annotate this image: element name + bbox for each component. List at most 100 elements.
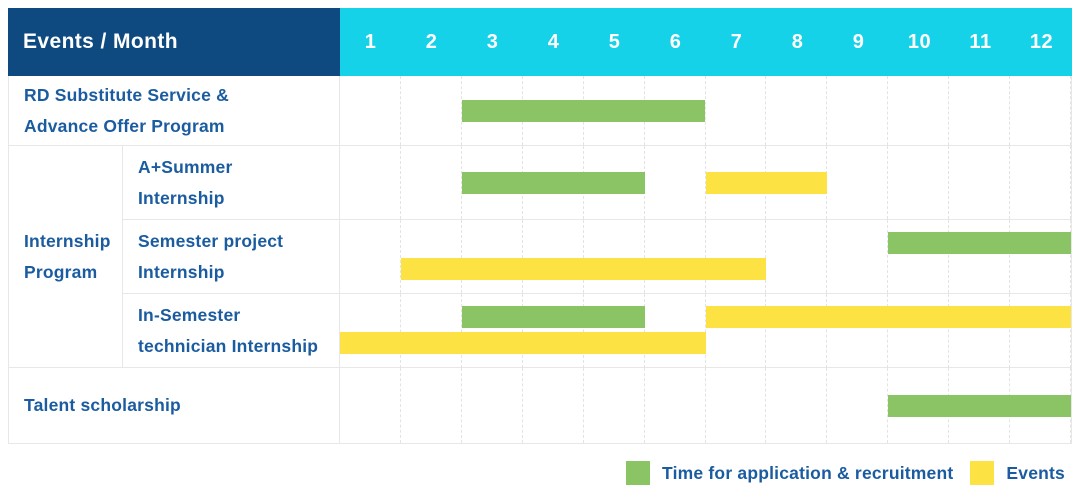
gantt-body: RD Substitute Service & Advance Offer Pro… (8, 76, 1072, 444)
month-grid-cell (340, 220, 401, 293)
month-header-7: 7 (730, 30, 743, 53)
row-label-line: RD Substitute Service & (24, 84, 229, 105)
internship-program-group-row: Internship Program A+Summer Internship Semes… (9, 146, 1072, 368)
month-grid-cell (888, 146, 950, 219)
month-grid-cell (523, 294, 584, 368)
month-grid-cell (340, 368, 401, 443)
row-timeline (340, 146, 1072, 219)
legend-label: Time for application & recruitment (662, 462, 954, 483)
subrow-label: Semester project Internship (123, 220, 340, 293)
legend-item-yellow: Events (970, 461, 1065, 485)
month-grid-cell (888, 220, 950, 293)
month-grid-cell (766, 368, 828, 443)
subrow-label-line: A+Summer (138, 156, 233, 177)
month-grid-cell (706, 368, 767, 443)
legend-item-green: Time for application & recruitment (626, 461, 953, 485)
month-grid-cell (340, 294, 401, 368)
month-grid-cell (523, 220, 584, 293)
month-grid-cell (645, 220, 706, 293)
month-grid-cell (949, 76, 1011, 145)
month-grid-cell (401, 368, 462, 443)
month-grid-cell (706, 294, 767, 368)
month-grid-cell (766, 294, 828, 368)
group-label: Internship Program (9, 146, 123, 367)
month-grid-cell (523, 368, 584, 443)
table-subrow: In-Semester technician Internship (123, 294, 1072, 368)
month-grid-cell (888, 76, 950, 145)
recruitment-bar (888, 394, 1071, 417)
event-bar (340, 332, 706, 354)
month-grid-cell (584, 368, 645, 443)
group-subrows: A+Summer Internship Semester project Intern… (123, 146, 1072, 368)
month-grid-cell (401, 76, 462, 145)
month-grid-cell (766, 76, 828, 145)
recruitment-bar (461, 171, 645, 194)
month-grid-cell (949, 220, 1011, 293)
gantt-chart: Events / Month 1 2 3 4 5 6 7 8 9 10 11 12 RD Substi… (8, 8, 1072, 444)
table-row: Talent scholarship (9, 368, 1072, 443)
row-label-line: Advance Offer Program (24, 115, 225, 136)
month-grid-cell (645, 146, 706, 219)
subrow-label-line: Semester project (138, 230, 284, 251)
month-grid-cell (401, 220, 462, 293)
recruitment-bar (888, 231, 1071, 254)
event-bar (705, 306, 1071, 328)
month-grid-cell (1010, 76, 1072, 145)
month-header-9: 9 (852, 30, 865, 53)
month-grid-cell (827, 368, 889, 443)
month-grid-cell (706, 220, 767, 293)
row-label: RD Substitute Service & Advance Offer Pro… (9, 76, 340, 145)
row-timeline (340, 76, 1072, 145)
table-row: RD Substitute Service & Advance Offer Pro… (9, 76, 1072, 146)
month-header-1: 1 (364, 30, 377, 53)
month-grid-cell (949, 294, 1011, 368)
month-grid-cell (766, 220, 828, 293)
recruitment-swatch-icon (626, 461, 651, 485)
header-row: Events / Month 1 2 3 4 5 6 7 8 9 10 11 12 (8, 8, 1072, 76)
month-grid-cell (827, 220, 889, 293)
month-grid-cell (645, 294, 706, 368)
page-title: Events / Month (8, 8, 340, 76)
month-grid-cell (401, 146, 462, 219)
row-timeline (340, 368, 1072, 443)
events-swatch-icon (970, 461, 995, 485)
month-grid-cell (1010, 220, 1072, 293)
month-header-3: 3 (486, 30, 499, 53)
month-grid-cell (462, 368, 523, 443)
month-header-10: 10 (907, 30, 932, 53)
month-grid-cell (1010, 146, 1072, 219)
month-grid-cell (888, 294, 950, 368)
event-bar (400, 257, 767, 280)
subrow-label: In-Semester technician Internship (123, 294, 340, 368)
group-label-line: Program (24, 261, 98, 282)
month-header-12: 12 (1029, 30, 1054, 53)
month-grid-cell (462, 294, 523, 368)
month-grid-cell (645, 368, 706, 443)
subrow-label-line: Internship (138, 187, 225, 208)
subrow-label-line: In-Semester (138, 305, 241, 325)
row-label: Talent scholarship (9, 368, 340, 443)
month-grid-cell (827, 76, 889, 145)
table-subrow: A+Summer Internship (123, 146, 1072, 220)
month-grid-cell (827, 146, 889, 219)
month-grid-cell (340, 76, 401, 145)
legend-label: Events (1006, 462, 1065, 483)
table-subrow: Semester project Internship (123, 220, 1072, 294)
month-grid-cell (706, 76, 767, 145)
subrow-label-line: Internship (138, 261, 225, 282)
subrow-label: A+Summer Internship (123, 146, 340, 219)
month-header-6: 6 (669, 30, 682, 53)
recruitment-bar (461, 306, 645, 328)
month-grid-cell (584, 220, 645, 293)
recruitment-bar (461, 99, 706, 122)
month-header-2: 2 (425, 30, 438, 53)
month-header-4: 4 (547, 30, 560, 53)
month-header-5: 5 (608, 30, 621, 53)
month-grid-cell (827, 294, 889, 368)
month-header-8: 8 (791, 30, 804, 53)
legend: Time for application & recruitment Events (626, 460, 1065, 486)
month-grid-cell (1010, 294, 1072, 368)
month-grid-cell (462, 220, 523, 293)
month-header-11: 11 (969, 30, 992, 53)
row-timeline (340, 294, 1072, 368)
